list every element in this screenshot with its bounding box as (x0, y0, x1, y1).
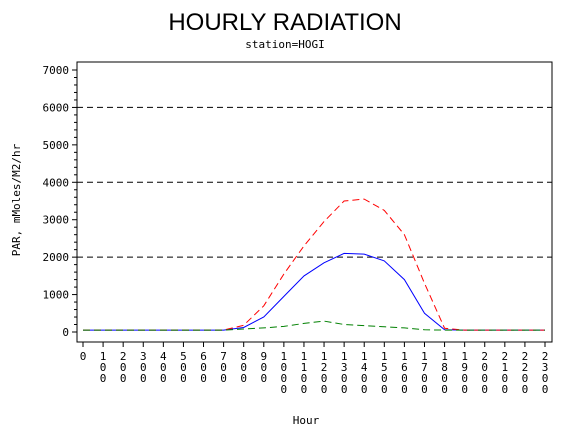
y-tick-label: 3000 (43, 214, 70, 227)
y-tick-label: 0 (62, 326, 69, 339)
reference-lines (77, 106, 552, 258)
y-axis: 0 1000 2000 3000 4000 5000 6000 7000 (43, 64, 77, 339)
y-tick-label: 1000 (43, 289, 70, 302)
plot-frame (76, 61, 553, 343)
x-axis: 0 1 0 0 2 0 0 3 0 0 4 0 0 5 0 0 6 0 0 7 0 0 8 0 0 9 0 0 1 0 0 0 1 1 0 0 1 2 0 0… (80, 342, 549, 396)
x-tick-label: 0 (80, 350, 87, 363)
series (83, 198, 545, 331)
series-line-3 (83, 320, 545, 331)
series-line-2 (83, 198, 545, 331)
series-line-1 (83, 252, 545, 331)
y-axis-label: PAR, mMoles/M2/hr (10, 143, 23, 256)
y-tick-label: 4000 (43, 176, 70, 189)
x-axis-label: Hour (293, 414, 320, 427)
chart-subtitle: station=HOGI (245, 38, 324, 51)
y-tick-label: 2000 (43, 251, 70, 264)
y-tick-label: 6000 (43, 101, 70, 114)
chart-title: HOURLY RADIATION (168, 9, 401, 36)
y-tick-label: 7000 (43, 64, 70, 77)
y-tick-label: 5000 (43, 139, 70, 152)
